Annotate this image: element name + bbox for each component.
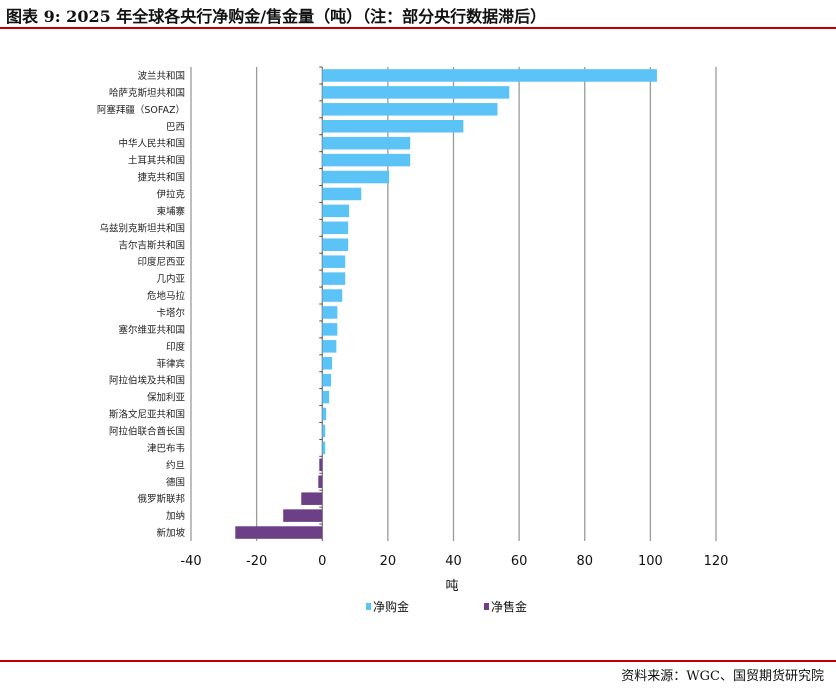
legend-label-buy: 净购金 — [373, 599, 409, 614]
bar-3 — [322, 119, 464, 133]
category-label: 津巴布韦 — [147, 442, 185, 454]
category-label: 中华人民共和国 — [118, 138, 185, 150]
category-label: 伊拉克 — [156, 188, 185, 200]
category-label: 保加利亚 — [147, 392, 186, 404]
bar-16 — [322, 340, 337, 353]
x-tick-label: 120 — [704, 554, 729, 569]
title-divider — [0, 27, 836, 29]
bar-19 — [322, 390, 330, 404]
category-label: 阿塞拜疆（SOFAZ） — [97, 104, 185, 116]
category-label: 柬埔寨 — [156, 205, 185, 217]
category-label: 新加坡 — [156, 527, 185, 539]
category-label: 吉尔吉斯共和国 — [118, 239, 185, 251]
legend-swatch-sell — [484, 603, 489, 610]
bar-6 — [322, 170, 390, 184]
category-label: 波兰共和国 — [137, 70, 185, 82]
category-label: 斯洛文尼亚共和国 — [109, 409, 185, 421]
x-tick-label: 80 — [576, 554, 593, 569]
category-label: 土耳其共和国 — [128, 155, 185, 167]
x-tick-label: 40 — [445, 554, 462, 569]
bar-18 — [322, 373, 332, 387]
category-label: 印度尼西亚 — [137, 256, 185, 268]
bar-2 — [322, 103, 498, 116]
bar-26 — [283, 509, 323, 522]
x-tick-label: -20 — [246, 554, 267, 569]
source-note: 资料来源：WGC、国贸期货研究院 — [621, 669, 824, 684]
bar-24 — [318, 475, 323, 489]
category-label: 乌兹别克斯坦共和国 — [99, 222, 185, 234]
x-tick-label: 20 — [380, 554, 397, 569]
category-label: 捷克共和国 — [137, 172, 185, 184]
category-label: 几内亚 — [156, 273, 185, 285]
category-label: 哈萨克斯坦共和国 — [109, 87, 185, 99]
bar-21 — [322, 424, 326, 438]
category-label: 卡塔尔 — [156, 307, 185, 319]
category-label: 俄罗斯联邦 — [137, 493, 185, 505]
category-label: 加纳 — [166, 510, 185, 522]
bar-23 — [319, 458, 323, 472]
bar-25 — [301, 492, 323, 505]
bar-7 — [322, 187, 362, 201]
legend-label-sell: 净售金 — [491, 599, 527, 614]
bar-9 — [322, 221, 349, 235]
bar-27 — [235, 526, 323, 539]
x-axis-label: 吨 — [445, 579, 458, 594]
bar-20 — [322, 407, 327, 421]
category-label: 德国 — [166, 476, 185, 488]
bar-5 — [322, 153, 411, 167]
legend-swatch-buy — [366, 603, 371, 610]
figure-title: 图表 9: 2025 年全球各央行净购金/售金量（吨）（注：部分央行数据滞后） — [6, 7, 547, 26]
category-label: 印度 — [166, 341, 186, 353]
bar-1 — [322, 86, 510, 99]
bar-11 — [322, 255, 346, 268]
category-label: 约旦 — [166, 459, 185, 471]
bar-15 — [322, 323, 338, 336]
category-label: 阿拉伯联合酋长国 — [109, 425, 185, 437]
bar-13 — [322, 289, 343, 302]
bar-0 — [322, 69, 657, 82]
legend: 净购金 净售金 — [366, 599, 527, 614]
category-label: 菲律宾 — [156, 358, 185, 370]
bar-4 — [322, 136, 411, 150]
x-tick-label: -40 — [180, 554, 201, 569]
bar-10 — [322, 238, 349, 252]
bar-12 — [322, 272, 346, 285]
x-tick-label: 100 — [638, 554, 663, 569]
category-label: 阿拉伯埃及共和国 — [109, 375, 185, 387]
category-label: 巴西 — [166, 122, 185, 133]
bar-8 — [322, 204, 350, 218]
category-label: 危地马拉 — [147, 290, 186, 302]
bar-17 — [322, 356, 333, 370]
bar-22 — [322, 441, 326, 455]
category-label: 塞尔维亚共和国 — [118, 324, 185, 336]
footer-divider — [0, 660, 836, 662]
bar-14 — [322, 306, 338, 319]
x-tick-label: 0 — [318, 554, 326, 569]
x-tick-label: 60 — [511, 554, 528, 569]
